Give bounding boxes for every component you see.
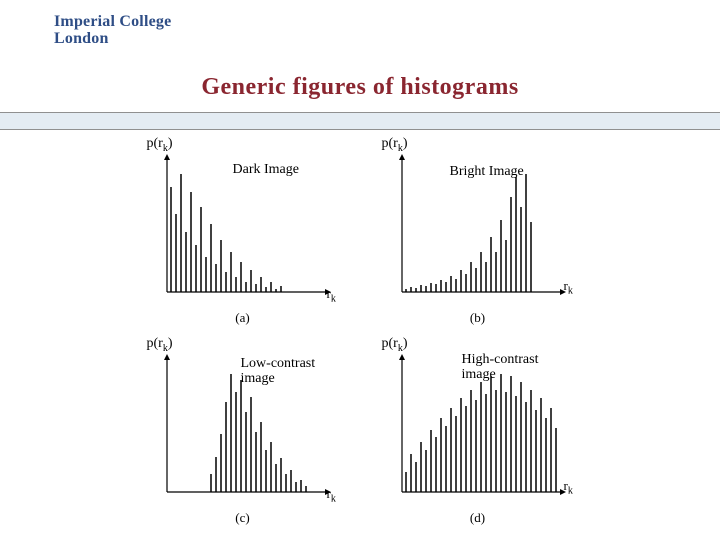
histogram-panel-a: p(rk)Dark Imagerk(a): [143, 138, 343, 328]
panel-caption: (d): [378, 510, 578, 526]
header: Imperial College London Generic figures …: [0, 0, 720, 120]
x-axis-label: rk: [327, 486, 336, 505]
page-title: Generic figures of histograms: [0, 74, 720, 101]
x-axis-label: rk: [327, 286, 336, 305]
logo-line2: London: [54, 31, 171, 48]
x-axis-label: rk: [564, 278, 573, 297]
title-band: [0, 112, 720, 130]
x-axis-label: rk: [564, 478, 573, 497]
panel-caption: (a): [143, 310, 343, 326]
logo-line1: Imperial College: [54, 14, 171, 31]
logo: Imperial College London: [54, 14, 171, 48]
panel-caption: (b): [378, 310, 578, 326]
figure-area: p(rk)Dark Imagerk(a)p(rk)Bright Imagerk(…: [0, 138, 720, 528]
histogram-panel-b: p(rk)Bright Imagerk(b): [378, 138, 578, 328]
histogram-grid: p(rk)Dark Imagerk(a)p(rk)Bright Imagerk(…: [143, 138, 578, 528]
histogram-panel-d: p(rk)High-contrastimagerk(d): [378, 338, 578, 528]
panel-caption: (c): [143, 510, 343, 526]
histogram-panel-c: p(rk)Low-contrastimagerk(c): [143, 338, 343, 528]
